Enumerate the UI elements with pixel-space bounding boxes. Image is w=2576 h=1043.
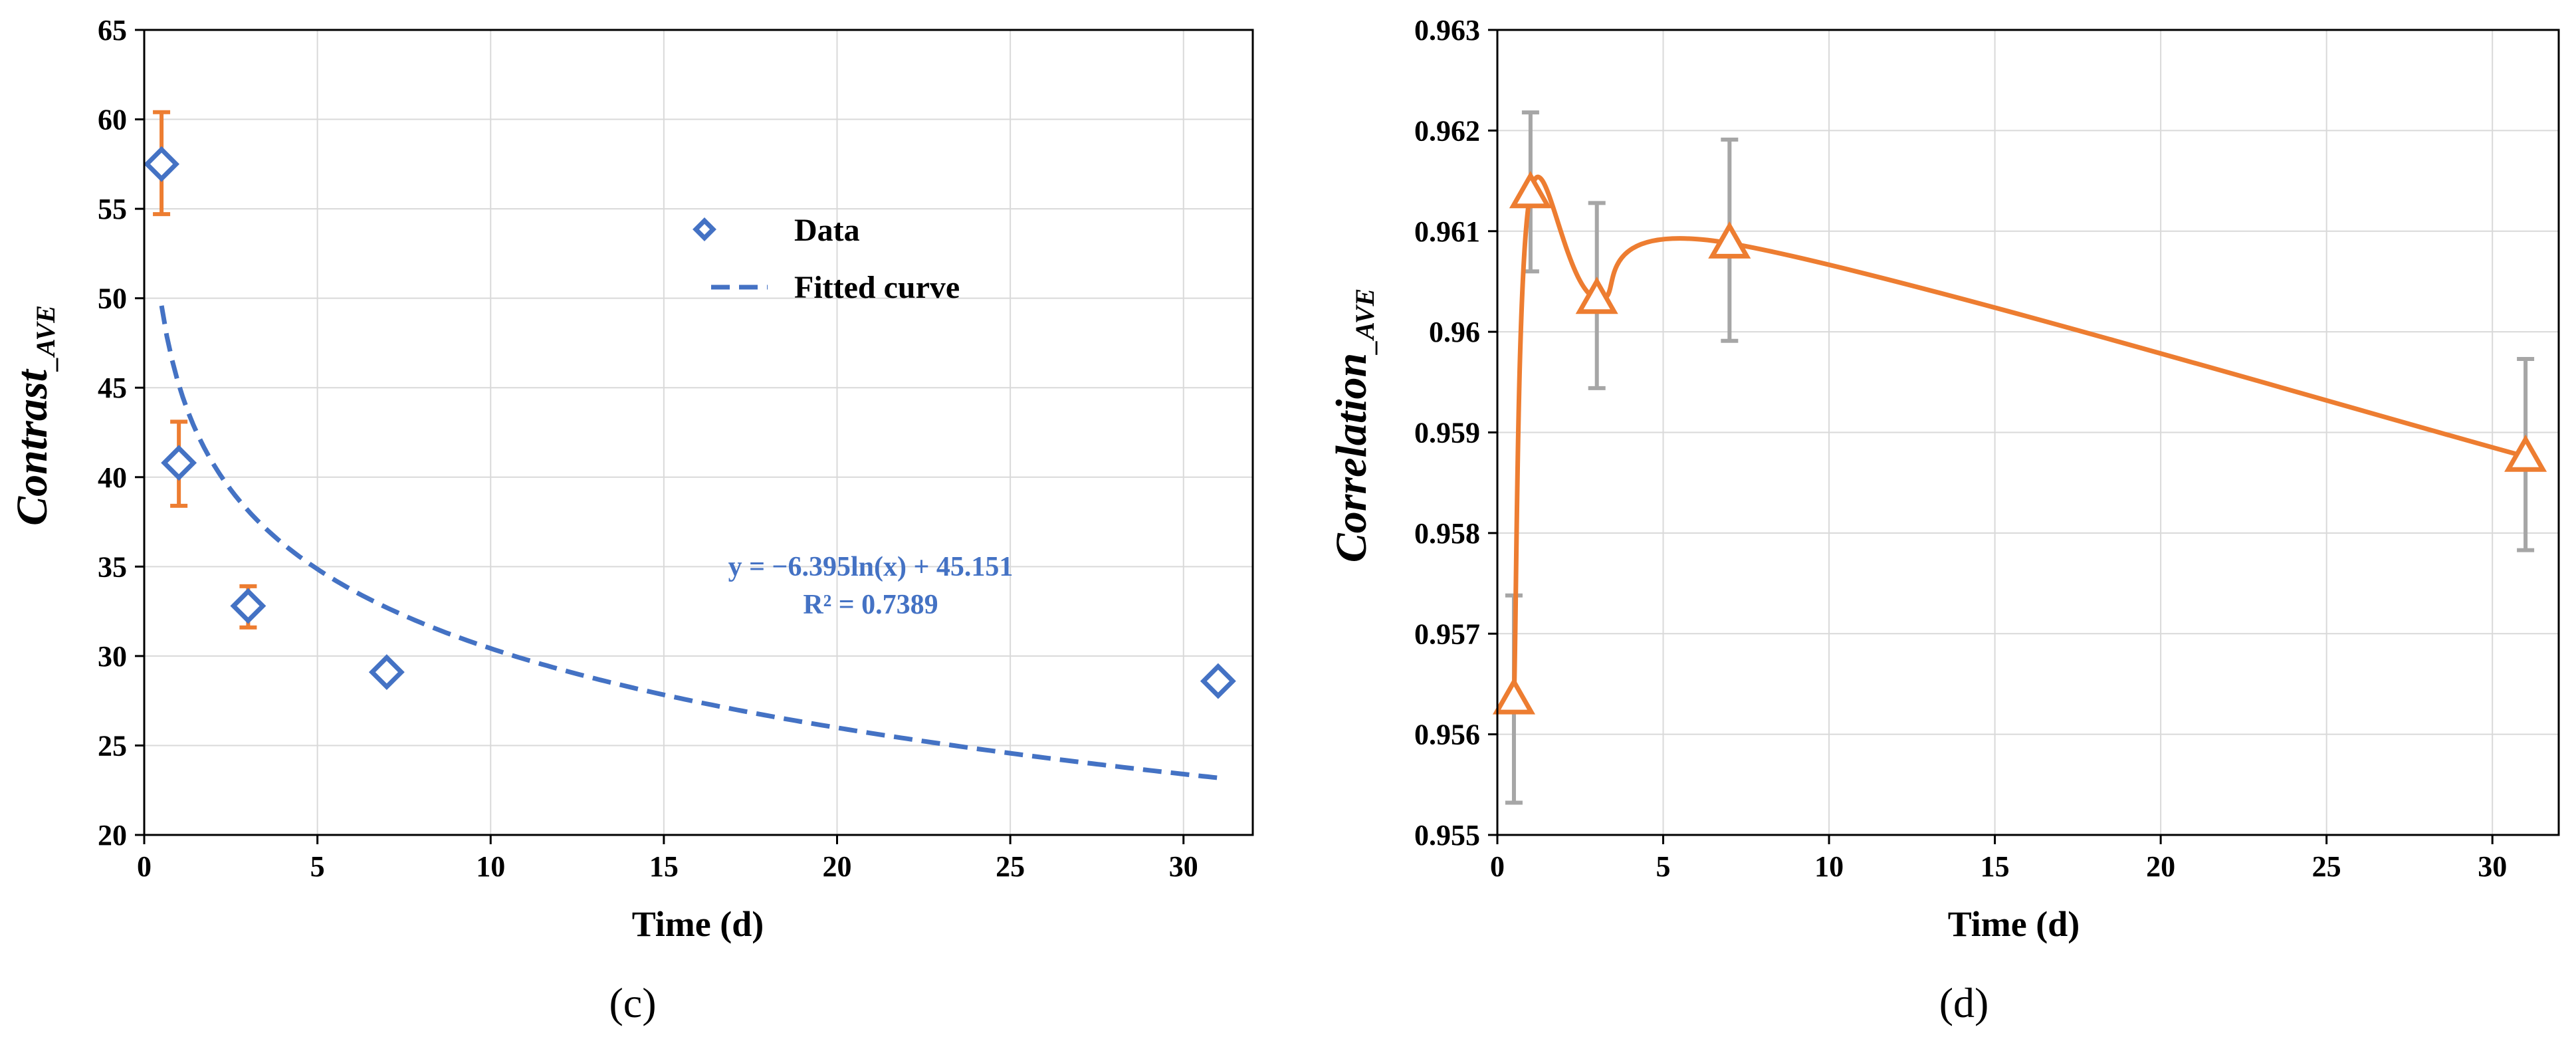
data-point-c: [230, 588, 267, 624]
data-point-c: [368, 654, 405, 691]
grid-c: [144, 29, 1253, 835]
panel-label-c: (c): [609, 979, 656, 1026]
error-bars-d: [1505, 110, 2535, 805]
y-tick-label-d: 0.957: [1414, 618, 1480, 650]
x-tick-label-c: 30: [1169, 850, 1198, 883]
x-axis-label-c: Time (d): [632, 904, 764, 944]
data-point-d: [1492, 677, 1536, 715]
error-bars-c: [153, 110, 257, 630]
fit-equation: y = −6.395ln(x) + 45.151: [728, 552, 1014, 582]
y-tick-label-d: 0.962: [1414, 114, 1480, 147]
legend-data-label: Data: [794, 213, 860, 248]
fit-r-squared: R² = 0.7389: [803, 590, 938, 620]
axes-c: [135, 29, 1254, 844]
x-tick-label-c: 15: [649, 850, 679, 883]
y-tick-label-d: 0.955: [1414, 819, 1480, 852]
series-line-d: [1511, 175, 2527, 699]
fitted-curve: [159, 305, 1219, 780]
fitted-curve-group: [159, 305, 1219, 780]
y-axis-label-main-c: Contrast: [8, 368, 56, 525]
x-tick-label-c: 10: [476, 850, 505, 883]
y-tick-label-c: 25: [98, 729, 127, 762]
y-tick-label-c: 65: [98, 14, 127, 47]
legend-c: Data Fitted curve: [693, 213, 960, 305]
x-tick-label-d: 15: [1981, 850, 2010, 883]
panel-label-d: (d): [1939, 979, 1989, 1026]
legend-fit-label: Fitted curve: [794, 270, 960, 305]
chart-panel-c: 0 5 10 15 20 25 30 20 25 30 35 40 45 50 55 60 65 Time (d…: [8, 14, 1254, 1026]
correlation-line: [1511, 175, 2527, 699]
grid-d: [1497, 29, 2559, 835]
x-tick-label-c: 25: [996, 850, 1025, 883]
data-point-d: [2504, 434, 2547, 472]
y-tick-label-c: 20: [98, 819, 127, 852]
y-axis-label-main-d: Correlation: [1327, 353, 1376, 562]
x-axis-label-d: Time (d): [1948, 904, 2080, 944]
data-markers-d: [1492, 171, 2547, 715]
data-point-c: [1200, 663, 1236, 699]
x-tick-label-d: 25: [2312, 850, 2341, 883]
data-point-c: [144, 146, 180, 182]
y-tick-label-d: 0.96: [1429, 316, 1480, 348]
y-axis-label-sub-d: _AVE: [1350, 289, 1380, 355]
legend-data-marker: [693, 217, 716, 241]
y-tick-label-d: 0.956: [1414, 719, 1480, 751]
y-tick-label-c: 45: [98, 372, 127, 404]
plot-frame-c: [143, 29, 1254, 836]
y-tick-label-d: 0.958: [1414, 517, 1480, 550]
y-axis-label-c: Contrast_AVE: [8, 305, 60, 526]
x-tick-label-d: 0: [1490, 850, 1505, 883]
data-markers-c: [144, 146, 1236, 699]
y-tick-label-d: 0.959: [1414, 417, 1480, 449]
chart-panel-d: 0 5 10 15 20 25 30 0.955 0.956 0.957 0.958 0.959 0.9…: [1327, 14, 2560, 1026]
tick-labels-d: 0 5 10 15 20 25 30 0.955 0.956 0.957 0.958 0.959 0.9…: [1414, 14, 2507, 883]
data-point-d: [1708, 221, 1751, 259]
tick-labels-c: 0 5 10 15 20 25 30 20 25 30 35 40 45 50 55 60 65: [98, 14, 1198, 883]
y-tick-label-c: 50: [98, 283, 127, 315]
y-tick-label-c: 60: [98, 104, 127, 136]
y-tick-label-c: 35: [98, 550, 127, 583]
y-tick-label-c: 55: [98, 193, 127, 225]
x-tick-label-d: 5: [1656, 850, 1671, 883]
y-tick-label-d: 0.963: [1414, 14, 1480, 47]
x-tick-label-d: 10: [1814, 850, 1844, 883]
y-tick-label-d: 0.961: [1414, 215, 1480, 248]
data-point-d: [1575, 277, 1618, 314]
y-axis-label-d: Correlation_AVE: [1327, 289, 1380, 562]
data-point-d: [1509, 171, 1552, 209]
data-point-c: [161, 445, 197, 481]
x-tick-label-c: 5: [310, 850, 325, 883]
x-tick-label-c: 20: [823, 850, 852, 883]
y-axis-label-sub-c: _AVE: [31, 305, 60, 372]
x-tick-label-d: 20: [2146, 850, 2175, 883]
y-tick-label-c: 40: [98, 461, 127, 494]
axes-d: [1488, 29, 2560, 844]
x-tick-label-d: 30: [2478, 850, 2507, 883]
x-tick-label-c: 0: [137, 850, 152, 883]
y-tick-label-c: 30: [98, 640, 127, 673]
